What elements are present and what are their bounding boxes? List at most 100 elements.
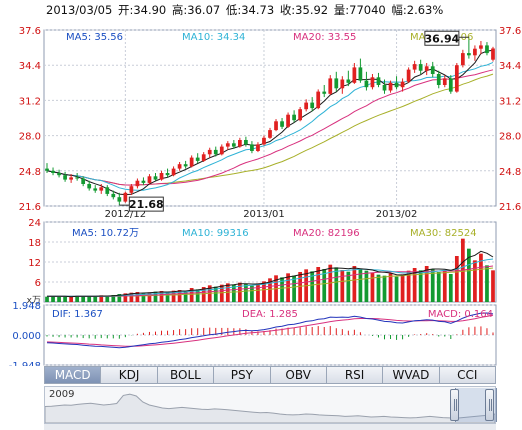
price-x-tick: 2013/01 <box>243 209 285 220</box>
volume-bar <box>250 285 254 302</box>
volume-bar <box>111 295 116 302</box>
candle-body <box>159 173 164 180</box>
volume-bar <box>237 282 242 302</box>
candle-body <box>376 77 381 85</box>
quote-volume: 量:77040 <box>333 3 386 17</box>
candle-body <box>171 168 176 176</box>
volume-legend-ma10: MA10: 99316 <box>182 228 249 239</box>
volume-bar <box>244 284 248 302</box>
price-panel-frame <box>43 29 497 207</box>
candle-body <box>213 149 218 155</box>
volume-bar <box>45 296 49 302</box>
min-annotation-label: 21.68 <box>129 198 164 211</box>
volume-bar <box>141 293 146 302</box>
candle-body <box>111 193 116 198</box>
candle-body <box>473 48 477 56</box>
volume-bar <box>183 291 188 302</box>
candle-body <box>286 114 290 127</box>
candle-body <box>183 164 188 167</box>
volume-bar <box>117 294 122 302</box>
volume-bar <box>201 287 206 302</box>
volume-bar <box>87 296 92 302</box>
navigator-year-label: 2009 <box>49 389 75 400</box>
volume-ma5-line <box>47 250 494 298</box>
volume-bar <box>394 276 399 302</box>
volume-bar <box>123 293 128 302</box>
candle-body <box>99 187 104 191</box>
candle-body <box>382 85 387 91</box>
candle-body <box>250 144 254 151</box>
navigator-history-area <box>45 393 495 423</box>
candle-body <box>244 140 248 145</box>
volume-bar <box>467 248 471 302</box>
candle-body <box>165 173 170 176</box>
candle-body <box>352 67 357 83</box>
navigator-left-handle[interactable] <box>450 389 459 421</box>
volume-bar <box>424 266 429 302</box>
tab-psy[interactable]: PSY <box>214 366 271 384</box>
volume-bar <box>165 292 170 302</box>
volume-y-tick: 6 <box>35 278 41 289</box>
volume-bar <box>280 277 284 302</box>
tab-rsi[interactable]: RSI <box>326 366 384 384</box>
volume-bar <box>256 283 260 302</box>
candle-body <box>177 164 182 169</box>
tab-cci[interactable]: CCI <box>439 366 496 384</box>
candle-body <box>346 79 351 83</box>
candle-body <box>117 197 122 202</box>
candle-body <box>328 78 333 94</box>
tab-kdj[interactable]: KDJ <box>101 366 158 384</box>
volume-bar <box>135 292 140 302</box>
volume-bar <box>400 274 405 302</box>
quote-low: 低:34.73 <box>225 3 275 17</box>
candle-body <box>147 176 152 183</box>
candle-body <box>442 78 447 85</box>
candle-body <box>57 173 61 176</box>
volume-bar <box>298 272 303 302</box>
candle-body <box>454 65 459 92</box>
tab-wvad[interactable]: WVAD <box>383 366 440 384</box>
macd-y-tick: -1.948 <box>9 361 41 366</box>
price-y-tick-right: 28.0 <box>499 132 521 143</box>
candle-body <box>207 149 212 155</box>
macd-legend-macd: MACD: 0.164 <box>428 309 493 320</box>
volume-bar <box>153 291 158 302</box>
volume-bar <box>473 260 477 302</box>
candle-body <box>322 91 327 94</box>
volume-bar <box>310 271 315 302</box>
candle-body <box>237 140 242 147</box>
candle-body <box>460 53 465 66</box>
tab-macd[interactable]: MACD <box>44 366 102 384</box>
volume-bar <box>268 278 272 302</box>
price-legend-ma20: MA20: 33.55 <box>293 32 356 43</box>
volume-bar <box>63 296 67 302</box>
volume-bar <box>334 267 339 302</box>
navigator-right-handle[interactable] <box>485 389 494 421</box>
candle-body <box>105 187 110 194</box>
candle-body <box>201 154 206 161</box>
candle-body <box>436 74 441 85</box>
candle-body <box>310 102 315 109</box>
volume-bar <box>189 288 194 302</box>
candle-body <box>280 121 284 127</box>
navigator-scrollbar[interactable] <box>44 424 496 430</box>
tab-obv[interactable]: OBV <box>270 366 327 384</box>
volume-bar <box>231 285 236 302</box>
chart-canvas[interactable]: 37.6 37.6 34.4 34.4 31.2 31.2 28.0 28.0 24.8 24.8… <box>0 0 522 366</box>
volume-bar <box>485 265 489 302</box>
quote-date: 2013/03/05 <box>46 3 113 17</box>
volume-bar <box>105 296 110 302</box>
min-annotation-box <box>128 196 164 212</box>
price-x-tick: 2012/12 <box>105 209 147 220</box>
macd-legend-dea: DEA: 1.285 <box>242 309 298 320</box>
candle-body <box>135 180 140 187</box>
tab-boll[interactable]: BOLL <box>157 366 215 384</box>
candle-body <box>93 188 98 191</box>
volume-bar <box>99 295 104 302</box>
price-y-tick-left: 31.2 <box>19 96 41 107</box>
volume-bar <box>75 295 80 302</box>
navigator-history-line <box>45 393 495 423</box>
range-navigator[interactable]: 2009 <box>44 386 497 424</box>
max-annotation-label: 36.94 <box>424 32 459 45</box>
volume-bar <box>292 275 296 302</box>
